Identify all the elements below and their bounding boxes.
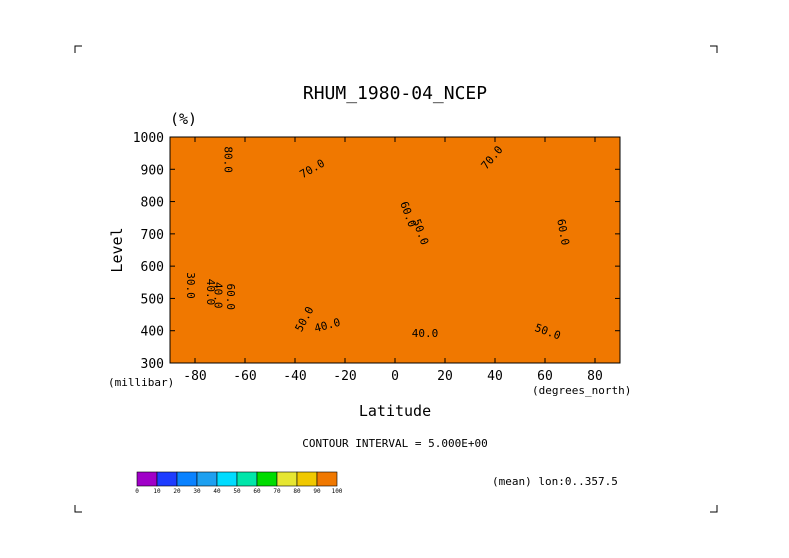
y-axis: 300 400 500 600 700 800 900 1000 bbox=[133, 131, 620, 372]
y-tick-label: 300 bbox=[141, 357, 164, 372]
colorbar-swatch bbox=[196, 471, 218, 487]
colorbar-tick-label: 30 bbox=[193, 488, 201, 495]
colorbar-tick-label: 40 bbox=[213, 488, 221, 495]
colorbar-tick-label: 0 bbox=[135, 488, 139, 495]
colorbar-swatch bbox=[156, 471, 178, 487]
colorbar-tick-label: 80 bbox=[293, 488, 301, 495]
contour-label: 40.0 bbox=[212, 282, 225, 309]
x-tick-label: 20 bbox=[437, 369, 453, 384]
plot-area bbox=[170, 137, 620, 363]
contour-interval-text: CONTOUR INTERVAL = 5.000E+00 bbox=[302, 437, 487, 450]
x-tick-label: -20 bbox=[333, 369, 356, 384]
x-axis: -80 -60 -40 -20 0 20 40 60 80 bbox=[183, 137, 603, 384]
colorbar-swatch bbox=[316, 471, 338, 487]
contour-label: 60.0 bbox=[554, 218, 571, 246]
colorbar-tick-label: 20 bbox=[173, 488, 181, 495]
contour-label: 40.0 bbox=[204, 279, 217, 306]
colorbar-tick-label: 90 bbox=[313, 488, 321, 495]
x-tick-label: 80 bbox=[587, 369, 603, 384]
x-tick-label: -40 bbox=[283, 369, 306, 384]
y-unit-label: (millibar) bbox=[108, 376, 174, 389]
colorbar-swatch bbox=[136, 471, 158, 487]
x-tick-label: 60 bbox=[537, 369, 553, 384]
unit-label: (%) bbox=[170, 110, 197, 128]
x-tick-label: 0 bbox=[391, 369, 399, 384]
colorbar-swatch bbox=[256, 471, 278, 487]
longitude-note: (mean) lon:0..357.5 bbox=[492, 475, 618, 488]
y-tick-label: 900 bbox=[141, 163, 164, 178]
y-tick-label: 800 bbox=[141, 196, 164, 211]
colorbar-swatch bbox=[236, 471, 258, 487]
y-tick-label: 1000 bbox=[133, 131, 164, 146]
colorbar-tick-label: 100 bbox=[332, 488, 343, 495]
contour-label: 80.0 bbox=[222, 146, 235, 173]
y-tick-label: 600 bbox=[141, 260, 164, 275]
y-tick-label: 700 bbox=[141, 228, 164, 243]
contour-label: 40.0 bbox=[412, 327, 439, 340]
colorbar-tick-label: 70 bbox=[273, 488, 281, 495]
x-tick-label: -60 bbox=[233, 369, 256, 384]
colorbar-swatch bbox=[176, 471, 198, 487]
contour-label: 60.0 bbox=[224, 284, 237, 311]
colorbar-tick-label: 50 bbox=[233, 488, 241, 495]
colorbar-swatch bbox=[216, 471, 238, 487]
colorbar-tick-label: 60 bbox=[253, 488, 261, 495]
y-axis-title: Level bbox=[108, 227, 126, 272]
chart-title: RHUM_1980-04_NCEP bbox=[303, 83, 487, 104]
y-tick-label: 400 bbox=[141, 325, 164, 340]
y-tick-label: 500 bbox=[141, 292, 164, 307]
crop-marks bbox=[74, 45, 718, 513]
colorbar-swatch bbox=[276, 471, 298, 487]
x-axis-title: Latitude bbox=[359, 402, 431, 420]
x-tick-label: -80 bbox=[183, 369, 206, 384]
contour-label: 30.0 bbox=[184, 272, 197, 299]
colorbar-tick-label: 10 bbox=[153, 488, 161, 495]
x-unit-label: (degrees_north) bbox=[532, 384, 631, 397]
x-tick-label: 40 bbox=[487, 369, 503, 384]
colorbar-swatch bbox=[296, 471, 318, 487]
colorbar: 0 10 20 30 40 50 60 70 80 90 100 bbox=[135, 471, 343, 495]
